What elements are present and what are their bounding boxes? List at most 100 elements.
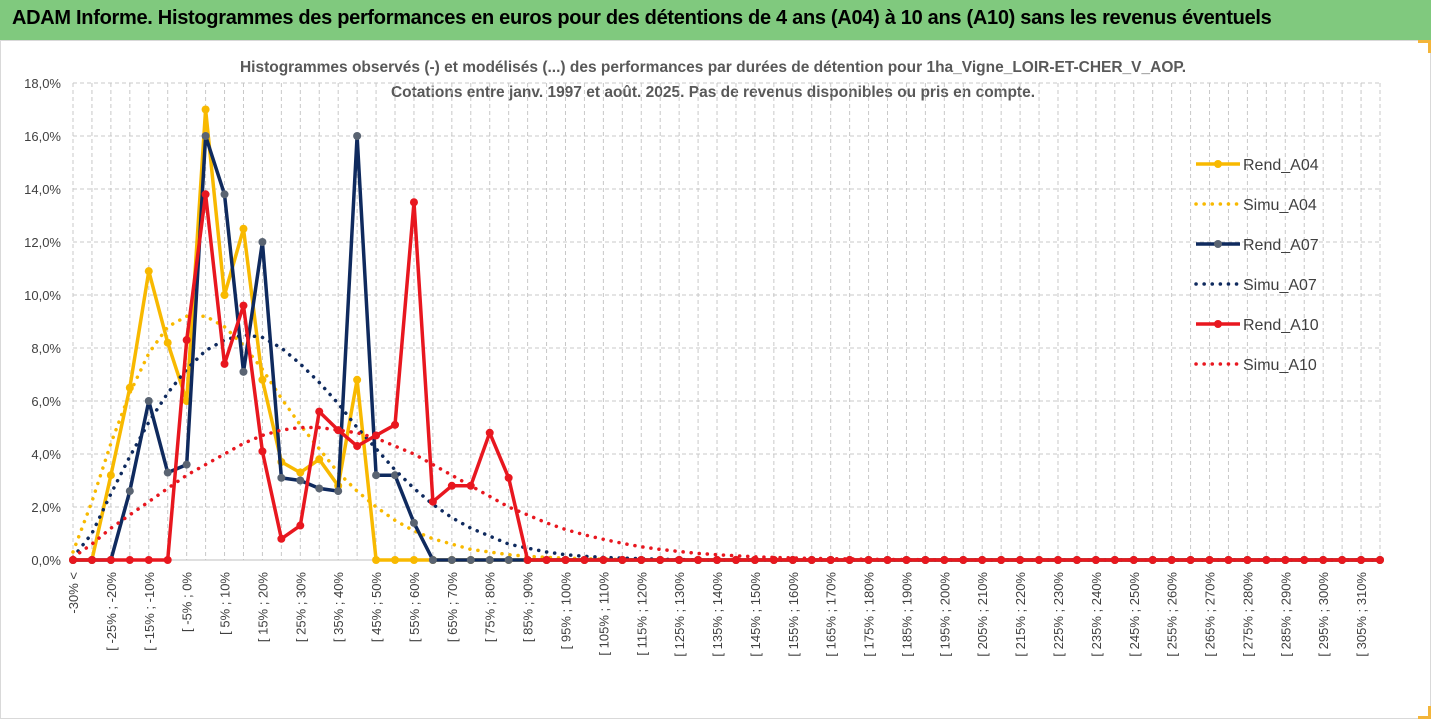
data-point bbox=[201, 132, 210, 140]
gridlines bbox=[72, 82, 1381, 561]
legend-item-rend-a04[interactable]: Rend_A04 bbox=[1196, 157, 1319, 174]
x-tick-label: -30% < bbox=[66, 572, 81, 614]
x-tick-label: [ 235% ; 240% bbox=[1089, 572, 1104, 657]
data-point bbox=[428, 497, 437, 506]
x-tick-label: [ 135% ; 140% bbox=[710, 572, 725, 657]
legend-marker bbox=[1214, 320, 1222, 328]
data-point bbox=[902, 556, 911, 564]
data-point bbox=[353, 132, 362, 140]
x-tick-label: [ 285% ; 290% bbox=[1278, 572, 1293, 657]
data-point bbox=[69, 556, 77, 564]
data-point bbox=[258, 238, 267, 246]
data-point bbox=[1338, 556, 1347, 564]
data-point bbox=[637, 556, 646, 564]
performance-histogram-chart: Histogrammes observés (-) et modélisés (… bbox=[0, 40, 1431, 719]
data-point bbox=[599, 556, 608, 564]
resize-handle-bottom-right[interactable] bbox=[1418, 706, 1431, 719]
chart-area[interactable]: Histogrammes observés (-) et modélisés (… bbox=[0, 40, 1431, 719]
data-point bbox=[144, 397, 153, 405]
data-point bbox=[163, 556, 172, 564]
data-point bbox=[239, 301, 248, 310]
legend-item-simu-a10[interactable]: Simu_A10 bbox=[1194, 357, 1317, 374]
legend-label: Rend_A10 bbox=[1243, 317, 1319, 334]
legend-item-simu-a04[interactable]: Simu_A04 bbox=[1194, 197, 1317, 214]
data-point bbox=[144, 556, 153, 564]
data-point bbox=[258, 447, 267, 456]
legend-label: Rend_A04 bbox=[1243, 157, 1319, 174]
data-point bbox=[277, 534, 286, 543]
data-point bbox=[296, 476, 305, 485]
data-point bbox=[618, 556, 627, 564]
data-point bbox=[182, 336, 191, 345]
data-point bbox=[201, 190, 210, 199]
legend-item-rend-a07[interactable]: Rend_A07 bbox=[1196, 237, 1319, 254]
series-lines bbox=[69, 105, 1384, 564]
data-point bbox=[1357, 556, 1366, 564]
data-point bbox=[106, 556, 115, 564]
x-tick-label: [ 85% ; 90% bbox=[521, 572, 536, 643]
data-point bbox=[334, 487, 343, 496]
data-point bbox=[144, 267, 153, 276]
data-point bbox=[485, 556, 494, 564]
data-point bbox=[315, 484, 324, 493]
legend-item-simu-a07[interactable]: Simu_A07 bbox=[1194, 277, 1317, 294]
data-point bbox=[87, 556, 96, 564]
data-point bbox=[1110, 556, 1119, 564]
data-point bbox=[315, 455, 324, 464]
series-simu-a10 bbox=[71, 425, 1382, 562]
data-point bbox=[334, 426, 343, 435]
y-tick-label: 4,0% bbox=[31, 447, 61, 462]
legend-label: Simu_A07 bbox=[1243, 277, 1317, 294]
x-tick-label: [ 295% ; 300% bbox=[1316, 572, 1331, 657]
data-point bbox=[201, 105, 210, 114]
y-tick-label: 18,0% bbox=[24, 76, 61, 91]
legend-label: Rend_A07 bbox=[1243, 237, 1319, 254]
data-point bbox=[220, 190, 229, 199]
data-point bbox=[1072, 556, 1081, 564]
data-point bbox=[656, 556, 665, 564]
data-point bbox=[277, 473, 286, 482]
data-point bbox=[220, 291, 229, 299]
x-tick-label: [ 45% ; 50% bbox=[369, 572, 384, 643]
data-point bbox=[580, 556, 589, 564]
y-tick-label: 16,0% bbox=[24, 129, 61, 144]
data-point bbox=[409, 518, 418, 527]
data-point bbox=[1281, 556, 1290, 564]
y-tick-label: 0,0% bbox=[31, 553, 61, 568]
resize-handle-top-right[interactable] bbox=[1418, 40, 1431, 53]
data-point bbox=[409, 198, 418, 207]
x-tick-label: [ 175% ; 180% bbox=[862, 572, 877, 657]
data-point bbox=[353, 442, 362, 451]
x-tick-label: [ -25% ; -20% bbox=[104, 572, 119, 651]
data-point bbox=[239, 224, 248, 233]
chart-subtitle: Cotations entre janv. 1997 et août. 2025… bbox=[391, 84, 1035, 101]
data-point bbox=[485, 428, 494, 437]
x-tick-label: [ 205% ; 210% bbox=[975, 572, 990, 657]
x-tick-label: [ -5% ; 0% bbox=[180, 572, 195, 632]
data-point bbox=[125, 556, 134, 564]
data-point bbox=[959, 556, 968, 564]
data-point bbox=[731, 556, 740, 564]
legend-item-rend-a10[interactable]: Rend_A10 bbox=[1196, 317, 1319, 334]
data-point bbox=[428, 556, 437, 564]
data-point bbox=[447, 556, 456, 564]
axes: 0,0% 2,0% 4,0% 6,0% 8,0% 10,0% 12,0% 14,0% 16,0%… bbox=[24, 76, 1380, 657]
y-tick-label: 12,0% bbox=[24, 235, 61, 250]
data-point bbox=[1016, 556, 1025, 564]
data-point bbox=[1300, 556, 1309, 564]
data-point bbox=[713, 556, 722, 564]
series-line-simu-a10 bbox=[71, 425, 1382, 562]
data-point bbox=[447, 481, 456, 490]
x-tick-label: [ 185% ; 190% bbox=[899, 572, 914, 657]
x-tick-label: [ -15% ; -10% bbox=[142, 572, 157, 651]
x-tick-label: [ 265% ; 270% bbox=[1203, 572, 1218, 657]
data-point bbox=[466, 556, 475, 564]
data-point bbox=[675, 556, 684, 564]
legend: Rend_A04 Simu_A04 Rend_A07 Simu_A07 Rend_A10… bbox=[1194, 157, 1319, 374]
data-point bbox=[163, 338, 172, 347]
x-tick-label: [ 25% ; 30% bbox=[293, 572, 308, 643]
x-tick-label: [ 5% ; 10% bbox=[218, 572, 233, 635]
x-tick-label: [ 255% ; 260% bbox=[1165, 572, 1180, 657]
x-tick-label: [ 245% ; 250% bbox=[1127, 572, 1142, 657]
data-point bbox=[1129, 556, 1138, 564]
